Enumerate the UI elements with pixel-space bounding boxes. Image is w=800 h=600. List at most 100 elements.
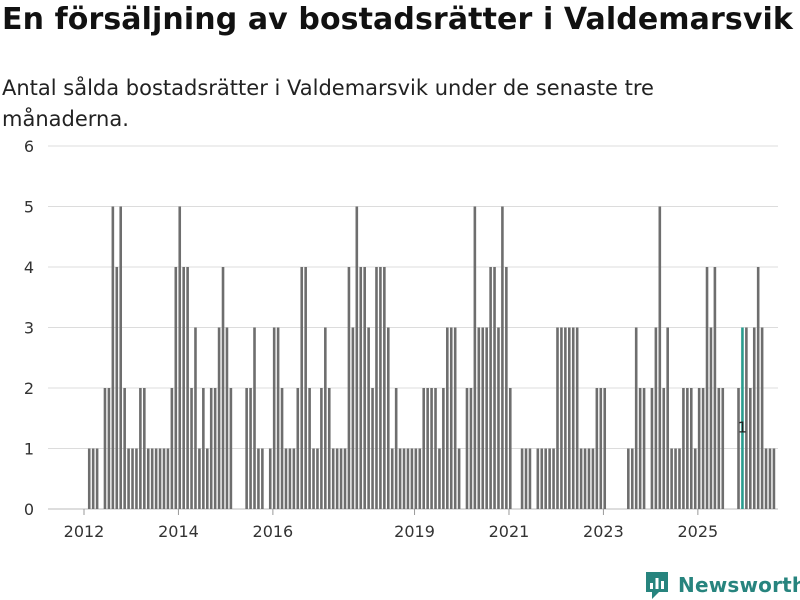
bar	[528, 448, 532, 509]
bar	[745, 327, 748, 509]
bar	[387, 327, 390, 509]
bar	[158, 448, 162, 509]
bar	[701, 388, 705, 509]
bar	[764, 448, 768, 509]
bar	[457, 448, 461, 509]
bar	[697, 388, 701, 509]
bar	[154, 448, 158, 509]
bar	[752, 327, 756, 509]
bar	[343, 448, 347, 509]
bar	[414, 448, 418, 509]
bar	[579, 448, 583, 509]
bar	[253, 327, 256, 509]
bar	[351, 327, 355, 509]
bar	[288, 448, 292, 509]
bar	[190, 388, 193, 509]
bar	[280, 388, 284, 509]
bar	[571, 327, 575, 509]
bar	[331, 448, 335, 509]
bar	[217, 327, 221, 509]
bar-chart: 0 1 2 3 4 5 6 1 2012 2014 2016 2019 2021 2023 2025	[24, 137, 778, 541]
bar	[375, 267, 378, 509]
bar	[410, 448, 414, 509]
bar	[308, 388, 311, 509]
bar	[324, 327, 327, 509]
bar	[202, 388, 205, 509]
bar	[627, 448, 630, 509]
bar	[394, 388, 398, 509]
bar	[599, 388, 603, 509]
bar	[544, 448, 547, 509]
bar	[568, 327, 571, 509]
y-tick-label: 5	[24, 198, 34, 217]
bar	[693, 448, 697, 509]
chart-subtitle: Antal sålda bostadsrätter i Valdemarsvik…	[2, 76, 654, 131]
bar	[760, 327, 764, 509]
newsworthy-logo-icon	[646, 572, 668, 599]
bar	[209, 388, 213, 509]
bar	[339, 448, 343, 509]
bar	[536, 448, 540, 509]
bar	[520, 448, 524, 509]
bar	[335, 448, 339, 509]
bar	[469, 388, 473, 509]
bar	[123, 388, 126, 509]
bar	[182, 267, 185, 509]
bar	[713, 267, 717, 509]
bar	[682, 388, 685, 509]
bar	[465, 388, 469, 509]
bar	[162, 448, 166, 509]
bar	[658, 206, 662, 509]
bar	[737, 388, 740, 509]
bar	[257, 448, 260, 509]
bar	[481, 327, 485, 509]
x-tick-label: 2014	[158, 522, 199, 541]
bar	[296, 388, 300, 509]
bar	[674, 448, 677, 509]
bar	[560, 327, 563, 509]
bar	[107, 388, 111, 509]
bar	[276, 327, 280, 509]
bar	[194, 327, 197, 509]
bar	[300, 267, 304, 509]
bar	[268, 448, 272, 509]
bar	[225, 327, 229, 509]
bar	[772, 448, 776, 509]
bar	[363, 267, 366, 509]
bar	[768, 448, 772, 509]
bar	[575, 327, 579, 509]
newsworthy-logo: Newsworthy	[644, 570, 800, 600]
bar	[666, 327, 669, 509]
bar	[139, 388, 142, 509]
bar	[749, 388, 752, 509]
newsworthy-logo-text: Newsworthy	[678, 573, 800, 597]
bar	[587, 448, 591, 509]
bar	[111, 206, 115, 509]
bar	[87, 448, 91, 509]
bar	[438, 448, 441, 509]
bar	[583, 448, 587, 509]
bar	[422, 388, 426, 509]
bar	[131, 448, 134, 509]
bar	[304, 267, 307, 509]
bar	[249, 388, 252, 509]
x-tick-label: 2019	[394, 522, 435, 541]
bar	[198, 448, 201, 509]
bar	[103, 388, 107, 509]
x-tick-label: 2012	[64, 522, 105, 541]
bar	[442, 388, 445, 509]
bar	[591, 448, 595, 509]
bar	[717, 388, 721, 509]
bar	[418, 448, 422, 509]
x-tick-label: 2023	[583, 522, 624, 541]
bar	[371, 388, 374, 509]
bar	[564, 327, 567, 509]
bar	[327, 388, 331, 509]
bar	[705, 267, 709, 509]
bar	[540, 448, 544, 509]
y-tick-label: 0	[24, 500, 34, 519]
bar	[174, 267, 178, 509]
x-tick-label: 2021	[489, 522, 530, 541]
bar	[634, 327, 638, 509]
bar	[501, 206, 504, 509]
